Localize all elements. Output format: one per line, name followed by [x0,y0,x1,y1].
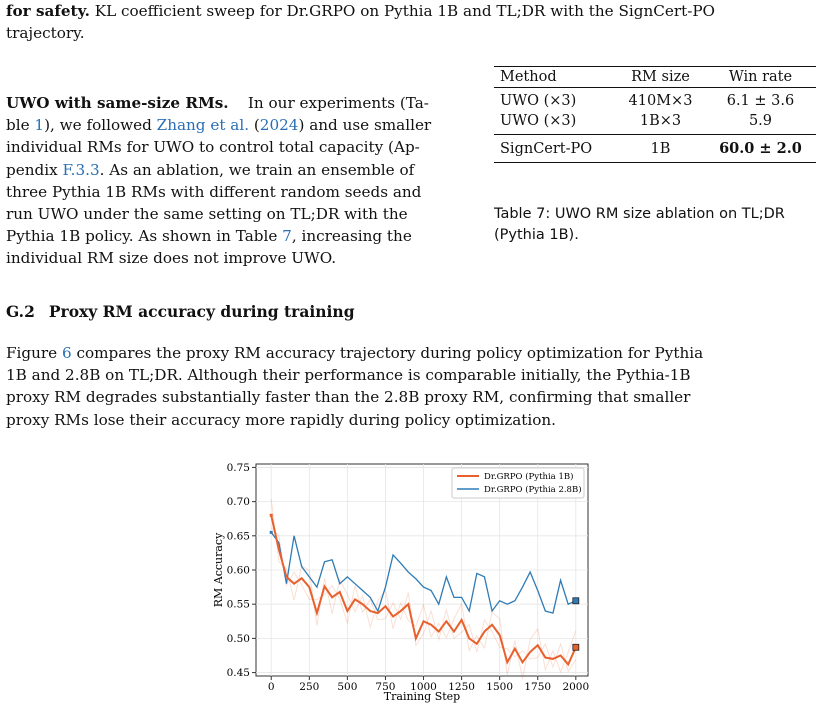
y-tick-label: 0.60 [227,565,250,577]
uwo-text: individual RMs for UWO to control total … [6,138,420,157]
start-marker [269,513,273,517]
table-cell: 410M×3 [628,93,693,109]
table-cell: 1B [650,140,671,157]
legend-box [451,467,585,499]
x-tick-label: 500 [337,681,357,693]
legend-label-1b: Dr.GRPO (Pythia 1B) [484,471,573,482]
y-tick-label: 0.75 [227,462,250,474]
start-marker [269,530,273,534]
uwo-text: ( [249,116,260,135]
legend: Dr.GRPO (Pythia 1B) Dr.GRPO (Pythia 2.8B… [451,467,585,499]
table-cell: UWO (×3) [500,113,577,129]
appendix-link[interactable]: F.3.3 [62,160,100,179]
series-line-2-8b [270,531,577,614]
uwo-text: pendix [6,160,63,179]
caption-line-2: trajectory. [6,24,85,42]
table-cell: 5.9 [748,113,772,129]
rm-accuracy-chart: 0 250 500 750 1000 1250 1500 1750 2000 0.450.500… [212,462,589,703]
figure-caption-fragment: for safety. KL coefficient sweep for Dr.… [6,0,715,22]
y-tick-label: 0.65 [227,530,250,542]
end-marker [572,597,580,605]
table-header-method: Method [500,69,557,85]
table-cell-best: 60.0 ± 2.0 [719,140,802,157]
table-cell: UWO (×3) [500,93,577,109]
uwo-heading: UWO with same-size RMs. [6,94,229,112]
x-tick-label: 1250 [448,681,475,693]
x-tick-label: 1000 [410,681,437,693]
series-line-1b [270,515,577,667]
results-table: Method RM size Win rate UWO (×3) 410M×3 … [494,66,816,163]
x-tick-label: 250 [299,681,319,693]
uwo-text: ), we followed [44,116,157,135]
section-number: G.2 [6,302,35,321]
end-marker [572,643,580,651]
x-tick-label: 0 [268,681,275,693]
uwo-text: . As an ablation, we train an ensemble o… [99,160,415,179]
x-tick-label: 750 [375,681,395,693]
table-header-win-rate: Win rate [728,69,793,85]
x-axis-label: Training Step [384,690,460,703]
caption-bold-text: for safety. [6,2,90,20]
uwo-text: three Pythia 1B RMs with different rando… [6,182,422,201]
uwo-text: individual RM size does not improve UWO. [6,249,337,268]
para-text: 1B and 2.8B on TL;DR. Although their per… [6,366,691,385]
y-tick-label: 0.50 [227,633,250,645]
uwo-text: , increasing the [291,227,412,246]
uwo-text: run UWO under the same setting on TL;DR … [6,205,408,224]
table-cell: 1B×3 [639,113,682,129]
x-tick-label: 1750 [524,681,551,693]
citation-year-link[interactable]: 2024 [259,116,299,135]
table-7-link[interactable]: 7 [282,227,292,246]
uwo-paragraph: UWO with same-size RMs. In our experimen… [6,92,484,270]
zhang-citation-link[interactable]: Zhang et al. [156,116,250,135]
y-axis-ticks: 0.45 0.50 0.55 0.60 0.65 0.70 0.75 [227,462,256,679]
table-row: UWO (×3) 410M×3 6.1 ± 3.6 [494,88,816,112]
figure-6-link[interactable]: 6 [61,344,72,362]
table-header-rm-size: RM size [631,69,690,85]
table-row: UWO (×3) 1B×3 5.9 [494,111,816,135]
table-caption: Table 7: UWO RM size ablation on TL;DR (… [494,206,785,243]
x-axis-ticks: 0 250 500 750 1000 1250 1500 1750 2000 [268,676,589,693]
para-text: compares the proxy RM accuracy trajector… [71,344,704,362]
para-text: proxy RMs lose their accuracy more rapid… [6,410,557,429]
legend-label-2-8b: Dr.GRPO (Pythia 2.8B) [484,484,582,495]
uwo-text: Pythia 1B policy. As shown in Table [6,227,283,246]
y-axis-label: RM Accuracy [212,532,225,607]
section-title: Proxy RM accuracy during training [48,302,355,321]
section-paragraph: Figure 6 compares the proxy RM accuracy … [6,342,816,431]
table-cell: SignCert-PO [500,140,593,157]
uwo-text: In our experiments (Ta- [247,94,429,112]
uwo-text: ) and use smaller [298,116,432,135]
x-tick-label: 2000 [562,681,589,693]
para-text: proxy RM degrades substantially faster t… [6,388,691,407]
table-cell: 6.1 ± 3.6 [726,93,795,109]
series-lines [269,513,580,667]
section-heading: G.2 Proxy RM accuracy during training [6,302,355,321]
y-tick-label: 0.45 [227,667,250,679]
y-tick-label: 0.70 [227,496,250,508]
y-tick-label: 0.55 [227,599,250,611]
caption-text: KL coefficient sweep for Dr.GRPO on Pyth… [89,2,715,20]
x-tick-label: 1500 [486,681,513,693]
grid-lines [256,464,588,676]
para-text: Figure [6,344,62,362]
table-row: SignCert-PO 1B 60.0 ± 2.0 [494,135,816,163]
uwo-text: ble [6,116,35,135]
table-1-link[interactable]: 1 [34,116,45,135]
